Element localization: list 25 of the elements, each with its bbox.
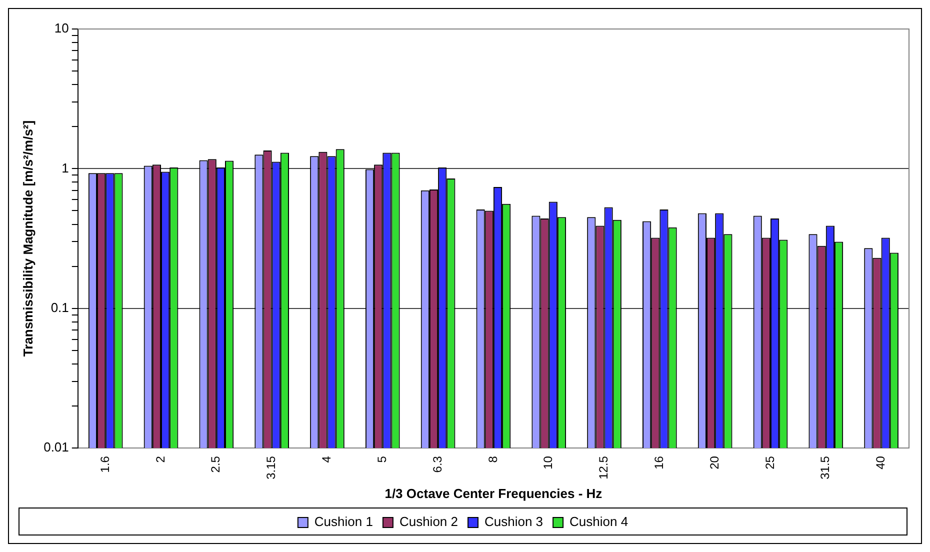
x-tick-label: 6.3 [430, 456, 444, 473]
legend-label: Cushion 2 [399, 514, 458, 530]
x-axis-title: 1/3 Octave Center Frequencies - Hz [384, 486, 603, 501]
x-tick-label: 12.5 [596, 456, 611, 480]
x-tick-label: 25 [762, 456, 777, 470]
x-tick-label: 1.6 [98, 456, 112, 473]
y-tick-label: 10 [54, 20, 69, 36]
x-tick-label: 10 [541, 456, 556, 470]
x-tick-label: 2 [153, 456, 168, 463]
x-tick-label: 4 [320, 456, 334, 463]
x-tick-label: 5 [374, 456, 389, 463]
legend-label: Cushion 1 [314, 514, 373, 530]
y-tick-label: 0.01 [44, 440, 69, 455]
y-tick-label: 0.1 [50, 300, 69, 315]
legend-label: Cushion 4 [570, 514, 628, 530]
x-tick-label: 8 [486, 456, 500, 463]
y-axis-title: Transmissibility Magnitude [m/s²/m/s²] [20, 120, 36, 357]
x-tick-label: 31.5 [818, 456, 832, 480]
x-tick-label: 3.15 [264, 456, 278, 480]
x-tick-label: 16 [652, 456, 666, 470]
x-tick-label: 2.5 [208, 456, 223, 473]
x-tick-label: 40 [874, 456, 888, 470]
x-tick-label: 20 [707, 456, 722, 470]
legend-label: Cushion 3 [484, 514, 544, 530]
y-tick-label: 1 [62, 160, 69, 176]
